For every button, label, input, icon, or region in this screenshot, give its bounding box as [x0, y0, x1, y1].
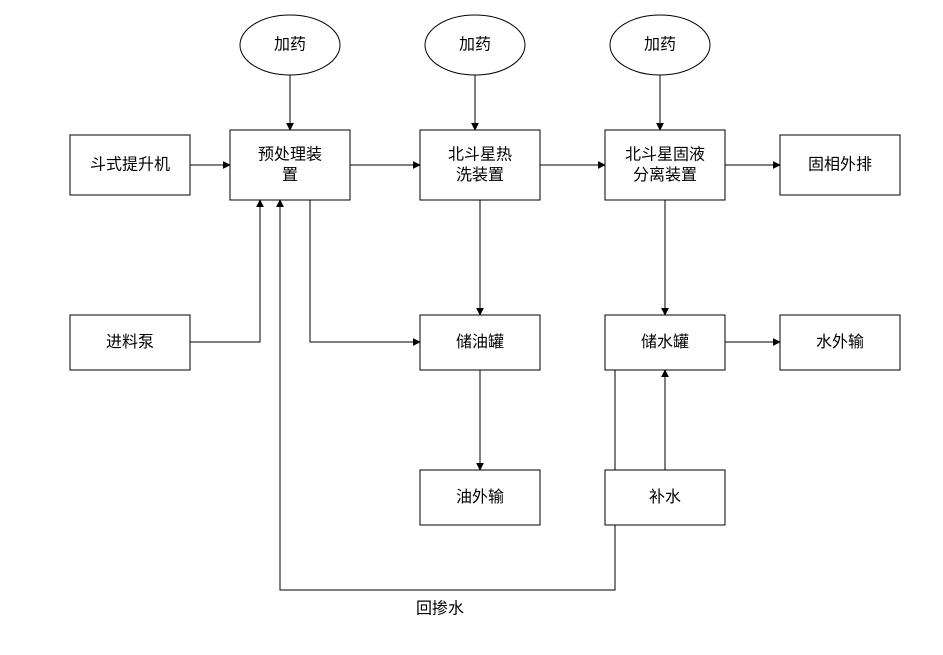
- node-label: 储油罐: [456, 333, 504, 351]
- node-label: 斗式提升机: [90, 156, 170, 174]
- node-label: 加药: [644, 36, 676, 54]
- node-label: 加药: [274, 36, 306, 54]
- node-n10: 储油罐: [420, 315, 540, 370]
- node-label: 北斗星热: [448, 145, 512, 163]
- node-n3: 北斗星热洗装置: [420, 130, 540, 200]
- label-l1: 回掺水: [416, 600, 464, 618]
- edge-e8: [190, 200, 260, 342]
- node-label: 洗装置: [456, 166, 504, 184]
- node-label: 预处理装: [258, 145, 322, 163]
- node-n11: 储水罐: [605, 315, 725, 370]
- node-n9: 进料泵: [70, 315, 190, 370]
- node-n14: 补水: [605, 470, 725, 525]
- node-n8: 加药: [610, 15, 710, 75]
- edge-e15: [280, 200, 615, 590]
- node-n12: 水外输: [780, 315, 900, 370]
- node-label: 油外输: [456, 488, 504, 506]
- node-label: 加药: [459, 36, 491, 54]
- node-n7: 加药: [425, 15, 525, 75]
- node-label: 储水罐: [641, 333, 689, 351]
- node-label: 置: [282, 167, 298, 184]
- node-n5: 固相外排: [780, 135, 900, 195]
- node-n2: 预处理装置: [230, 130, 350, 200]
- node-label: 进料泵: [106, 333, 154, 351]
- node-label: 固相外排: [808, 156, 872, 174]
- node-n13: 油外输: [420, 470, 540, 525]
- node-label: 水外输: [816, 333, 864, 351]
- node-label: 分离装置: [633, 166, 697, 184]
- edge-e9: [310, 200, 420, 342]
- node-n4: 北斗星固液分离装置: [605, 130, 725, 200]
- node-label: 北斗星固液: [625, 145, 705, 163]
- node-label: 补水: [649, 488, 681, 506]
- node-n1: 斗式提升机: [70, 135, 190, 195]
- flowchart-diagram: 斗式提升机预处理装置北斗星热洗装置北斗星固液分离装置固相外排加药加药加药进料泵储…: [0, 0, 943, 655]
- node-n6: 加药: [240, 15, 340, 75]
